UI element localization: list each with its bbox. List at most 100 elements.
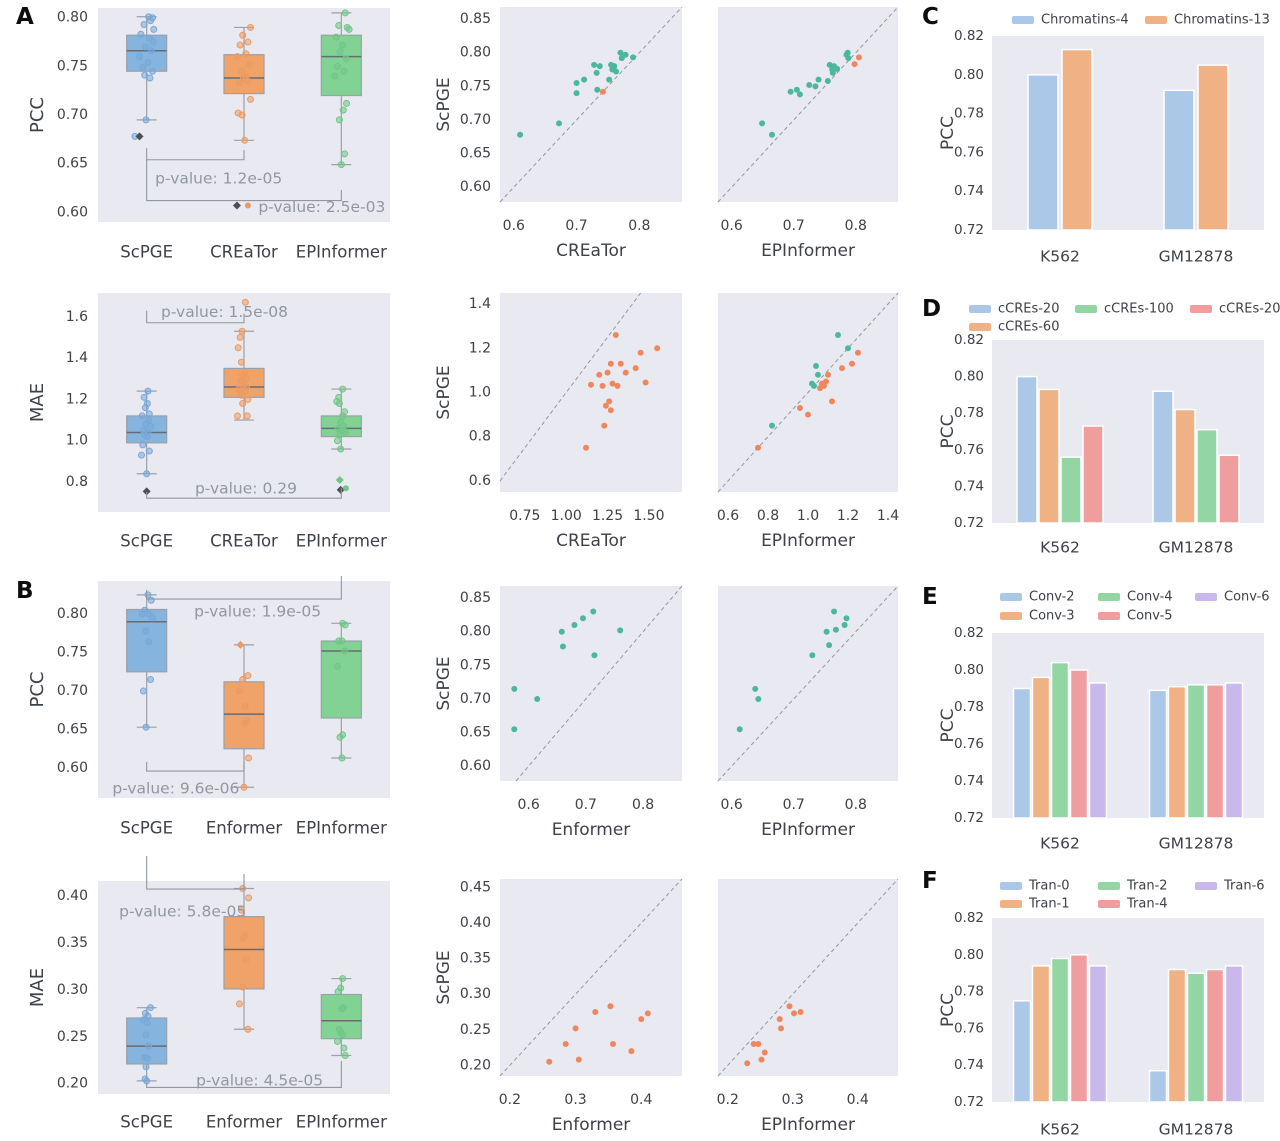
- y-tick-label: 0.85: [460, 590, 491, 606]
- y-axis-title: PCC: [27, 672, 48, 708]
- x-tick-label: 1.0: [797, 508, 819, 524]
- y-tick-label: 0.72: [954, 222, 984, 238]
- scatter-point: [613, 68, 620, 75]
- scatter-point: [759, 120, 766, 127]
- legend-item: Chromatins-13: [1145, 13, 1270, 28]
- panel-e-barchart: 0.72 0.74 0.76 0.78 0.80 0.82 PCC K562 GM12878 Co…: [912, 571, 1280, 856]
- jitter-point: [242, 956, 250, 964]
- legend-item: Conv-5: [1098, 609, 1173, 624]
- legend-item: Conv-3: [1000, 609, 1075, 624]
- legend-item: Chromatins-4: [1012, 13, 1129, 28]
- flier-diamond: [336, 485, 345, 494]
- pvalue-bracket: [146, 159, 342, 202]
- scatter-point: [758, 1056, 765, 1063]
- jitter-point: [235, 385, 243, 393]
- scatter-point: [832, 626, 839, 633]
- x-tick-label: 0.2: [717, 1092, 739, 1108]
- jitter-point: [244, 1025, 252, 1033]
- jitter-point: [247, 23, 254, 31]
- scatter-point: [826, 642, 833, 649]
- y-tick-label: 0.76: [954, 736, 984, 752]
- jitter-point: [142, 723, 150, 731]
- jitter-point: [139, 441, 147, 449]
- jitter-point: [339, 106, 347, 114]
- scatter-point: [793, 86, 800, 93]
- x-tick-label: 0.7: [575, 797, 597, 813]
- y-tick-label: 0.70: [57, 107, 88, 123]
- pvalue-label: p-value: 0.29: [195, 480, 297, 498]
- scatter-point: [594, 86, 601, 93]
- jitter-point: [337, 445, 345, 453]
- scatter-point: [546, 1058, 553, 1065]
- jitter-point: [139, 63, 147, 71]
- jitter-point: [343, 99, 351, 107]
- jitter-point: [331, 72, 339, 80]
- legend-swatch: [1000, 593, 1022, 601]
- x-axis-title: EPInformer: [761, 241, 855, 261]
- jitter-point: [144, 58, 152, 66]
- jitter-point: [345, 25, 353, 33]
- y-tick-label: 0.65: [460, 146, 491, 162]
- jitter-point: [240, 783, 248, 791]
- jitter-point: [149, 67, 157, 75]
- scatter-point: [606, 76, 613, 83]
- y-tick-label: 0.74: [954, 773, 984, 789]
- pvalue-bracket: [146, 310, 245, 324]
- category-label: ScPGE: [120, 819, 173, 838]
- jitter-point: [140, 21, 148, 29]
- legend-label: cCREs-100: [1104, 302, 1174, 317]
- scatter-point: [571, 622, 578, 628]
- y-tick-label: 0.80: [954, 662, 984, 678]
- scatter-point: [575, 1056, 582, 1063]
- scatR2-svg: 0.75 1.00 1.25 1.50 0.6 0.8 1.0 1.2 1.4 CREaTor 0.…: [434, 292, 899, 551]
- jitter-point: [244, 77, 252, 85]
- category-label: K562: [1040, 248, 1080, 266]
- legend-swatch: [1098, 882, 1120, 890]
- jitter-point: [142, 1063, 150, 1071]
- category-label: ScPGE: [120, 532, 173, 551]
- legend-label: Tran-0: [1028, 879, 1070, 894]
- legend-label: Conv-4: [1127, 590, 1173, 605]
- flier-diamond: [135, 132, 144, 141]
- scatter-point: [606, 398, 613, 405]
- flier-diamond: [236, 640, 245, 649]
- panel-label-e: E: [922, 584, 938, 610]
- scatter-point: [845, 345, 851, 352]
- y-axis-title: PCC: [938, 116, 958, 150]
- barE-svg: 0.72 0.74 0.76 0.78 0.80 0.82 PCC K562 GM12878 Co…: [938, 590, 1270, 853]
- scatter-point: [835, 332, 841, 339]
- identity-line: [499, 6, 683, 203]
- jitter-point: [237, 906, 245, 914]
- jitter-point: [341, 1052, 349, 1060]
- jitter-point: [341, 647, 349, 655]
- legend-label: Conv-3: [1029, 609, 1075, 624]
- scatter-point: [558, 628, 565, 635]
- panel-c-barchart: 0.72 0.74 0.76 0.78 0.80 0.82 PCC K562 GM12878 Ch…: [912, 0, 1280, 285]
- jitter-point: [141, 404, 149, 412]
- scatter-point: [796, 91, 803, 98]
- legend-swatch: [969, 323, 991, 331]
- pvalue-bracket: [146, 148, 245, 161]
- y-tick-label: 0.30: [460, 986, 491, 1002]
- scatter-point: [599, 382, 606, 389]
- scatter-point: [736, 726, 743, 733]
- scatter-point: [797, 404, 803, 411]
- x-tick-label: 0.7: [783, 218, 805, 234]
- scatter-point: [591, 652, 598, 659]
- bar-ccres-200: [1218, 454, 1240, 524]
- x-tick-label: 0.75: [509, 508, 540, 524]
- bar-ccres-60: [1174, 408, 1196, 524]
- jitter-point: [338, 637, 346, 645]
- y-axis-title: MAE: [27, 383, 48, 422]
- scatter-point: [849, 360, 855, 367]
- bar-ccres-60: [1038, 388, 1060, 524]
- scatter-point: [839, 365, 845, 372]
- scatter-point: [750, 1040, 757, 1047]
- x-tick-label: 0.7: [565, 218, 587, 234]
- bar-tran-6: [1088, 965, 1108, 1103]
- pvalue-label: p-value: 1.5e-08: [161, 303, 288, 321]
- boxA1-svg: 0.60 0.65 0.70 0.75 0.80 PCC ScPGE CREaTor EPInf…: [27, 8, 390, 262]
- y-tick-label: 0.72: [954, 810, 984, 826]
- legend-swatch: [1190, 305, 1212, 313]
- legend-label: Conv-5: [1127, 609, 1173, 624]
